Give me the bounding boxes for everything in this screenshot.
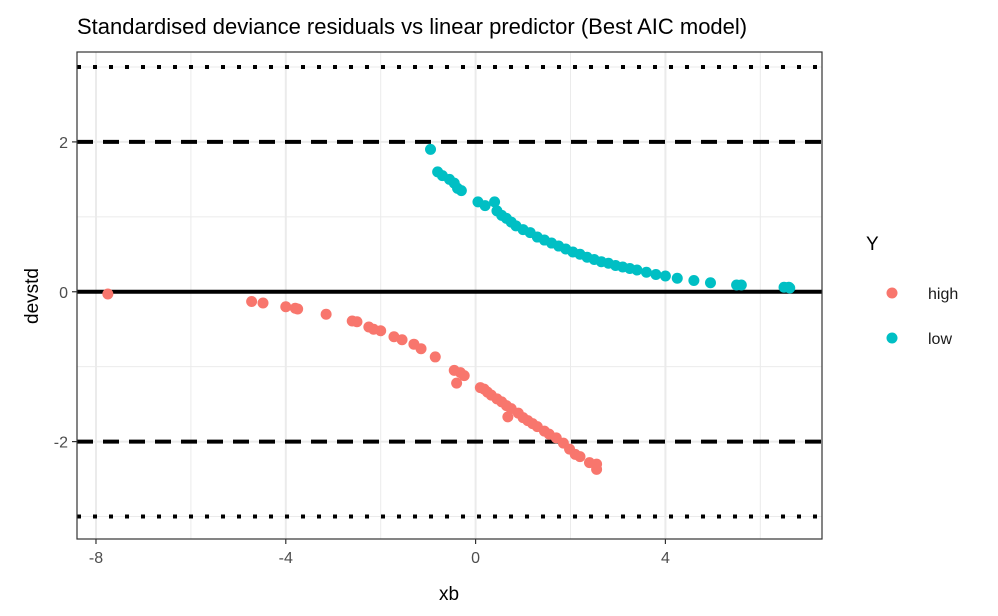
x-tick-label: -8: [89, 550, 103, 567]
point-low: [489, 196, 501, 208]
x-tick-label: 4: [661, 550, 670, 567]
point-low: [631, 264, 643, 276]
y-tick-label: 2: [59, 135, 68, 152]
point-low: [479, 200, 491, 212]
legend-label-low: low: [928, 331, 952, 348]
point-high: [429, 351, 441, 363]
x-axis-label: xb: [439, 584, 459, 605]
point-low: [704, 277, 716, 289]
point-high: [502, 411, 514, 423]
plot-area: -8 -4 0 4 -2 0 2: [54, 51, 823, 567]
x-tick-label: -4: [279, 550, 293, 567]
y-axis-label: devstd: [22, 268, 43, 324]
chart-title: Standardised deviance residuals vs linea…: [77, 14, 747, 39]
x-tick-label: 0: [471, 550, 480, 567]
point-high: [458, 370, 470, 382]
legend-key-low: [886, 332, 898, 344]
legend-title: Y: [866, 234, 879, 255]
point-low: [784, 282, 796, 294]
panel-border: [76, 51, 823, 540]
point-low: [688, 275, 700, 287]
point-high: [246, 295, 258, 307]
legend: Y high low: [866, 234, 958, 348]
point-low: [671, 272, 683, 284]
legend-key-high: [886, 287, 898, 299]
y-tick-label: 0: [59, 285, 68, 302]
point-high: [574, 451, 586, 463]
point-high: [292, 303, 304, 315]
point-low: [659, 270, 671, 282]
point-low: [650, 269, 662, 281]
point-low: [640, 266, 652, 278]
point-high: [396, 334, 408, 346]
point-high: [451, 377, 463, 389]
point-high: [320, 308, 332, 320]
point-high: [280, 301, 292, 313]
panel-background: [77, 52, 822, 539]
point-high: [591, 463, 603, 475]
point-high: [375, 325, 387, 337]
point-low: [455, 185, 467, 197]
legend-label-high: high: [928, 286, 958, 303]
point-low: [425, 143, 437, 155]
point-low: [735, 279, 747, 291]
y-tick-label: -2: [54, 435, 68, 452]
point-high: [415, 343, 427, 355]
point-high: [257, 297, 269, 309]
point-high: [102, 288, 114, 300]
point-high: [351, 316, 363, 328]
